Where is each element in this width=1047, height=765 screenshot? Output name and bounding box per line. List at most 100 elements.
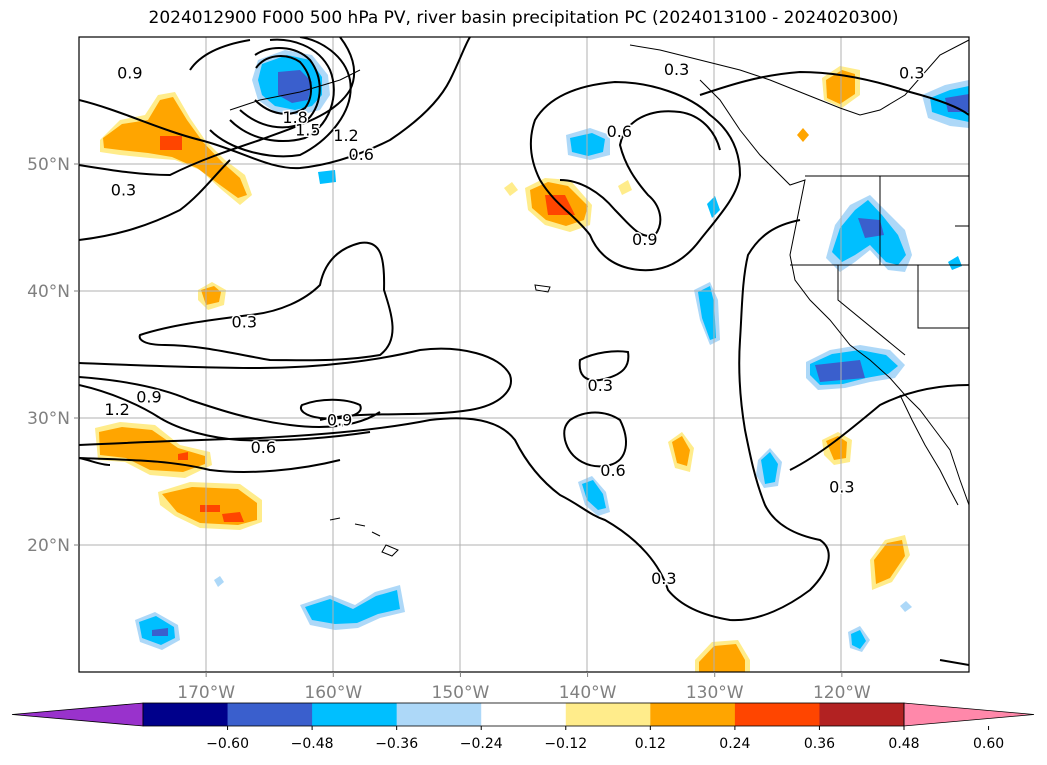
coastlines: [229, 39, 969, 557]
colorbar-segment: [481, 703, 567, 726]
colorbar-segment: [396, 703, 482, 726]
contour-label: 1.5: [295, 121, 320, 140]
x-tick-label: 150°W: [432, 683, 490, 703]
shade-negative: [945, 94, 969, 112]
colorbar-extend-max: [903, 702, 1035, 727]
pv-contour: [939, 659, 969, 666]
contour-label: 0.9: [117, 64, 142, 83]
pv-contour: [138, 241, 394, 362]
y-tick-label: 40°N: [27, 282, 70, 302]
colorbar-segment: [819, 703, 905, 726]
contour-label: 0.6: [349, 145, 374, 164]
contour-label: 0.9: [632, 230, 657, 249]
colorbar-segment: [227, 703, 313, 726]
contour-label: 0.6: [600, 461, 625, 480]
colorbar-segment: [734, 703, 820, 726]
shade-negative: [152, 628, 168, 636]
contour-label: 0.3: [899, 64, 924, 83]
contour-label: 1.2: [333, 126, 358, 145]
contour-label: 0.9: [327, 410, 352, 429]
contour-label: 0.3: [111, 180, 136, 199]
chart-title: 2024012900 F000 500 hPa PV, river basin …: [148, 8, 899, 28]
colorbar-tick-label: 0.12: [635, 736, 666, 752]
shade-negative: [851, 630, 866, 649]
state-border: [837, 265, 906, 356]
x-tick-label: 130°W: [686, 683, 744, 703]
pv-contour: [229, 38, 335, 142]
pv-contour: [79, 384, 371, 442]
shade-negative: [900, 601, 912, 612]
pv-contour: [79, 219, 830, 622]
pv-contour: [79, 37, 356, 177]
colorbar-segment: [650, 703, 736, 726]
pv-contour: [189, 39, 251, 71]
shade-negative: [761, 452, 778, 484]
colorbar: −0.60 −0.48 −0.36 −0.24 −0.12 0.12 0.24 0.36 0.4…: [11, 702, 1035, 752]
contour-label: 0.3: [664, 60, 689, 79]
colorbar-tick-label: 0.48: [888, 736, 919, 752]
colorbar-segment: [143, 703, 229, 726]
contour-label: 1.2: [104, 400, 129, 419]
y-tick-label: 20°N: [27, 536, 70, 556]
shade-positive: [672, 436, 690, 466]
shade-negative: [815, 360, 865, 382]
pv-contour: [578, 350, 630, 382]
pv-contour: [79, 37, 471, 170]
contour-label: 0.3: [588, 376, 613, 395]
shade-positive: [178, 452, 188, 460]
y-axis-ticks: 20°N 30°N 40°N 50°N: [27, 155, 79, 556]
colorbar-tick-label: −0.36: [375, 736, 418, 752]
x-tick-label: 120°W: [813, 683, 871, 703]
y-tick-label: 50°N: [27, 155, 70, 175]
shade-negative: [305, 590, 400, 624]
coast-baja: [899, 394, 959, 506]
pv-contour: [79, 457, 341, 473]
shade-negative: [582, 480, 606, 510]
pv-contour: [79, 159, 231, 241]
contour-label: 0.3: [232, 312, 257, 331]
contour-label: 0.6: [607, 122, 632, 141]
colorbar-tick-label: 0.60: [973, 736, 1004, 752]
colorbar-tick-label: −0.60: [206, 736, 249, 752]
shade-positive: [222, 512, 244, 522]
colorbar-tick-label: −0.24: [460, 736, 503, 752]
shade-positive: [200, 505, 220, 512]
y-tick-label: 30°N: [27, 409, 70, 429]
shade-positive: [618, 180, 632, 195]
coast-alaska: [229, 69, 361, 111]
shade-positive: [826, 436, 847, 460]
pv-contour: [563, 411, 627, 468]
island: [534, 284, 551, 293]
map-area: 0.91.81.5 1.20.60.30.3 0.30.60.90.30.91.20…: [79, 37, 969, 672]
shade-positive: [874, 540, 905, 584]
x-tick-label: 140°W: [559, 683, 617, 703]
shade-negative: [698, 286, 716, 340]
shade-negative: [318, 170, 336, 184]
map-frame: [78, 36, 970, 673]
contour-label: 0.3: [651, 569, 676, 588]
pv-contour: [789, 384, 969, 471]
shade-negative: [858, 218, 884, 238]
colorbar-segment: [312, 703, 398, 726]
shade-positive: [160, 136, 182, 150]
contour-label: 0.3: [829, 478, 854, 497]
x-tick-label: 170°W: [177, 683, 235, 703]
state-border: [917, 265, 969, 329]
pv-contour: [209, 37, 352, 158]
pv-contour: [239, 47, 321, 129]
contour-label: 0.6: [251, 438, 276, 457]
shade-positive: [699, 644, 745, 672]
pv-contours: [79, 37, 969, 666]
pv-contour: [79, 457, 111, 466]
contour-label: 1.8: [282, 108, 307, 127]
colorbar-segment: [565, 703, 651, 726]
colorbar-frame: [142, 702, 905, 727]
hawaii-islands: [329, 517, 399, 557]
shade-positive: [797, 128, 809, 142]
colorbar-extend-min: [11, 702, 144, 727]
pv-contour: [79, 347, 512, 421]
pv-contour: [300, 398, 362, 420]
pv-contour: [79, 376, 381, 428]
shade-positive: [99, 427, 205, 472]
